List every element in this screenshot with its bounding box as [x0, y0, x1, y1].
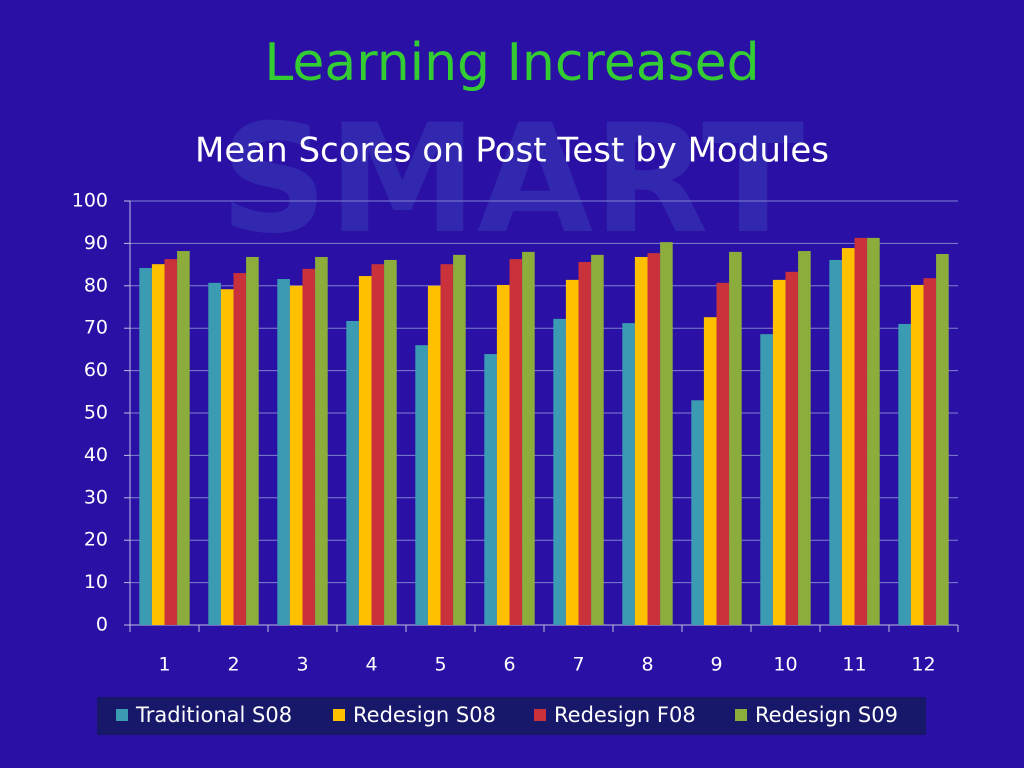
legend-label: Redesign F08 [554, 703, 696, 727]
legend-label: Redesign S08 [353, 703, 496, 727]
bar [910, 284, 924, 625]
bar [358, 276, 372, 625]
bar [522, 251, 535, 625]
bar [453, 254, 466, 625]
slide-title: Learning Increased [264, 33, 759, 93]
bar [898, 323, 911, 625]
bar [277, 279, 290, 625]
y-tick-label: 90 [84, 232, 108, 254]
bar [509, 259, 523, 625]
bar [622, 323, 635, 625]
x-tick-label: 5 [434, 654, 446, 676]
bar [647, 253, 661, 626]
bar [246, 256, 259, 625]
bar [772, 279, 786, 625]
bar [553, 318, 566, 625]
x-tick-label: 2 [227, 654, 239, 676]
legend-swatch [534, 709, 546, 721]
y-tick-label: 30 [84, 486, 108, 508]
bar [760, 334, 773, 625]
bar [440, 264, 454, 625]
bar [139, 267, 152, 625]
y-tick-label: 100 [72, 190, 108, 212]
legend-label: Traditional S08 [135, 703, 292, 727]
bar [427, 285, 441, 625]
chart-subtitle: Mean Scores on Post Test by Modules [195, 131, 829, 171]
bar [415, 345, 428, 625]
bar [302, 268, 316, 625]
legend-box [97, 697, 926, 735]
x-tick-label: 7 [572, 654, 584, 676]
bar [729, 251, 742, 625]
legend-swatch [735, 709, 747, 721]
x-tick-label: 11 [842, 654, 866, 676]
bar [289, 285, 303, 625]
legend-swatch [333, 709, 345, 721]
bar [798, 251, 811, 626]
bar [384, 259, 397, 625]
bar [484, 354, 497, 625]
bar [867, 237, 880, 625]
bar [578, 262, 592, 625]
y-tick-label: 40 [84, 444, 108, 466]
bar [703, 317, 717, 625]
y-tick-label: 20 [84, 529, 108, 551]
bar [841, 248, 855, 625]
bar [716, 282, 730, 625]
bar [208, 282, 221, 625]
bar [829, 259, 842, 625]
bar [660, 242, 673, 626]
x-tick-label: 3 [296, 654, 308, 676]
x-tick-label: 9 [710, 654, 722, 676]
x-tick-label: 1 [158, 654, 170, 676]
bar [346, 320, 359, 625]
bar [371, 264, 385, 625]
bar [315, 256, 328, 625]
x-tick-label: 10 [773, 654, 797, 676]
y-tick-label: 50 [84, 402, 108, 424]
watermark: SMART [220, 93, 804, 267]
y-tick-label: 10 [84, 571, 108, 593]
y-tick-label: 0 [96, 614, 108, 636]
x-tick-label: 4 [365, 654, 377, 676]
x-tick-label: 6 [503, 654, 515, 676]
bar [591, 254, 604, 625]
bar [496, 284, 510, 625]
bar [164, 259, 178, 625]
bar [936, 254, 949, 625]
y-tick-label: 80 [84, 274, 108, 296]
y-tick-label: 70 [84, 317, 108, 339]
bar [785, 271, 799, 625]
bar [565, 279, 579, 625]
legend-label: Redesign S09 [755, 703, 898, 727]
bar [854, 237, 868, 625]
bar [923, 278, 937, 625]
bar [220, 289, 234, 625]
y-tick-label: 60 [84, 359, 108, 381]
legend-swatch [116, 709, 128, 721]
bar [151, 264, 165, 625]
bar [691, 400, 704, 625]
bar [233, 273, 247, 625]
x-tick-label: 12 [911, 654, 935, 676]
bar [177, 251, 190, 626]
bar [634, 256, 648, 625]
x-tick-label: 8 [641, 654, 653, 676]
